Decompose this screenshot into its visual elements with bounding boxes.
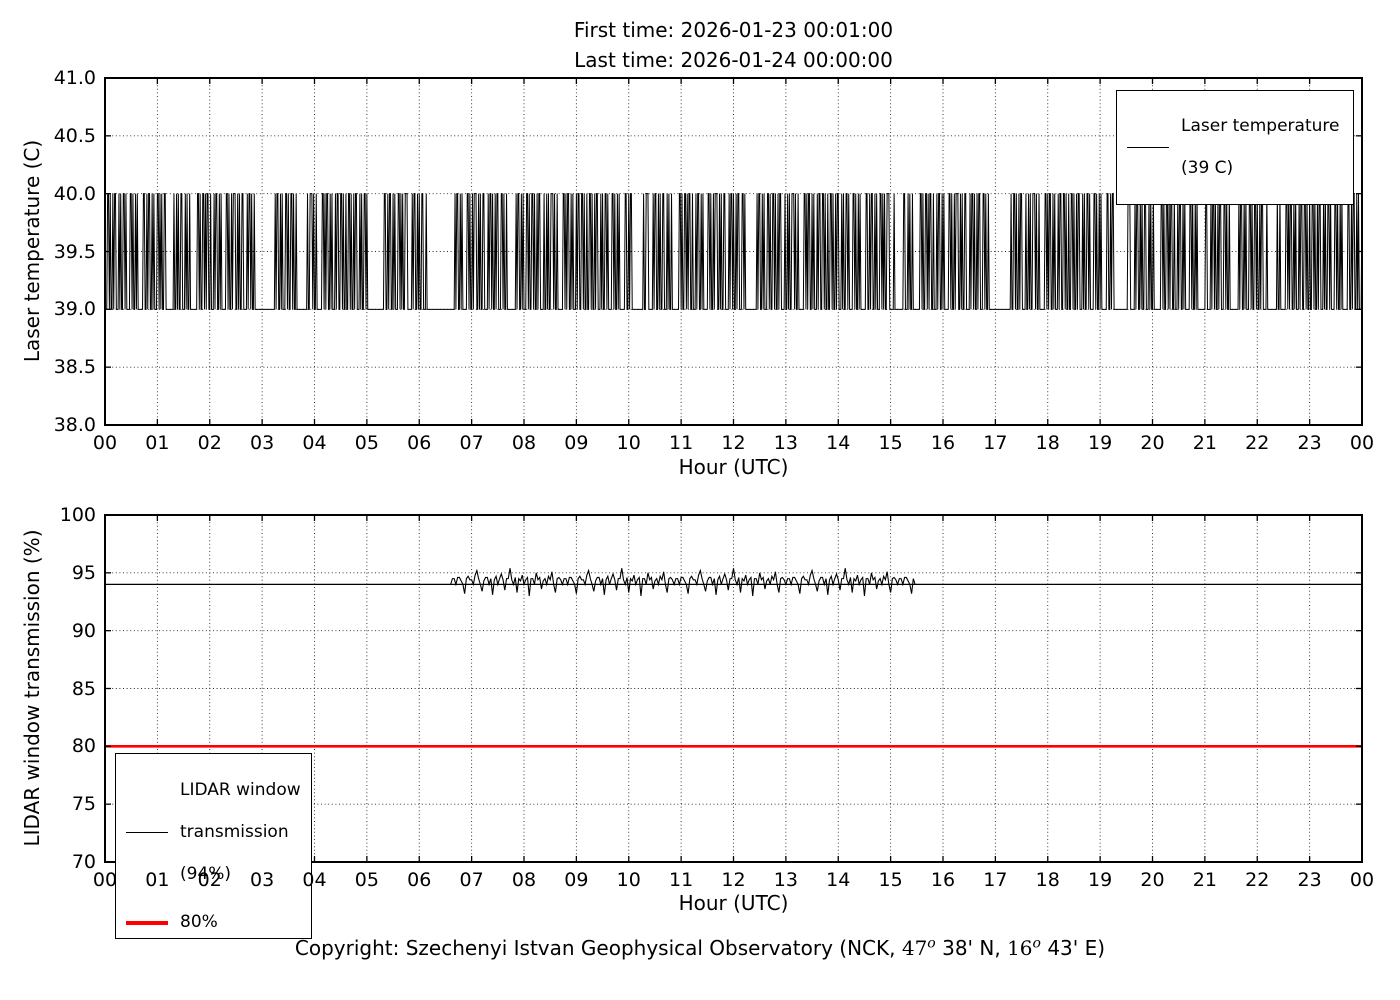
x-tick-label: 14	[826, 869, 851, 891]
figure-title-line2: Last time: 2026-01-24 00:00:00	[574, 48, 893, 72]
x-tick-label: 19	[1088, 432, 1113, 454]
x-tick-label: 01	[145, 869, 170, 891]
x-tick-label: 12	[721, 869, 746, 891]
x-tick-label: 05	[354, 432, 379, 454]
x-tick-label: 02	[197, 432, 222, 454]
x-tick-label: 00	[1349, 869, 1375, 891]
y-tick-label: 85	[71, 677, 96, 700]
x-tick-label: 15	[878, 432, 903, 454]
y-tick-label: 39.5	[53, 240, 96, 263]
y-tick-label: 80	[71, 735, 96, 758]
x-tick-label: 06	[407, 432, 432, 454]
top-x-axis-label: Hour (UTC)	[678, 455, 789, 479]
x-tick-label: 10	[616, 869, 641, 891]
x-tick-label: 11	[669, 432, 694, 454]
x-tick-label: 14	[826, 432, 851, 454]
legend-label: 80%	[180, 912, 218, 932]
copyright-prefix: Copyright: Szechenyi Istvan Geophysical …	[294, 936, 902, 960]
x-tick-label: 18	[1035, 432, 1060, 454]
x-tick-label: 01	[145, 432, 170, 454]
x-tick-label: 17	[983, 432, 1008, 454]
x-tick-label: 08	[511, 432, 537, 454]
x-tick-label: 16	[930, 869, 956, 891]
latitude-rest: 38' N,	[935, 936, 1008, 960]
legend-entry-lidar-transmission: LIDAR window transmission (94%)	[126, 759, 301, 906]
x-tick-label: 07	[459, 432, 484, 454]
figure-title-line1: First time: 2026-01-23 00:01:00	[573, 18, 894, 42]
x-tick-label: 12	[721, 432, 746, 454]
x-tick-label: 11	[669, 869, 694, 891]
y-tick-label: 95	[71, 561, 96, 584]
x-tick-label: 17	[983, 869, 1008, 891]
x-tick-label: 13	[773, 869, 798, 891]
x-tick-label: 00	[92, 869, 118, 891]
x-tick-label: 05	[354, 869, 379, 891]
x-tick-label: 22	[1245, 432, 1270, 454]
legend-line-sample-red	[126, 920, 168, 925]
y-tick-label: 70	[71, 851, 96, 873]
legend-label-line1: LIDAR window	[180, 780, 301, 800]
legend-label-line2: (39 C)	[1181, 158, 1234, 178]
x-tick-label: 16	[930, 432, 956, 454]
longitude-rest: 43' E)	[1040, 936, 1106, 960]
x-tick-label: 23	[1297, 432, 1322, 454]
x-tick-label: 09	[564, 869, 589, 891]
x-tick-label: 22	[1245, 869, 1270, 891]
x-tick-label: 02	[197, 869, 222, 891]
y-tick-label: 39.0	[53, 298, 96, 321]
y-tick-label: 100	[59, 504, 96, 526]
latitude-degrees: 47o	[902, 936, 936, 960]
bottom-legend: LIDAR window transmission (94%) 80%	[115, 753, 312, 939]
x-tick-label: 18	[1035, 869, 1060, 891]
x-tick-label: 20	[1140, 869, 1165, 891]
x-tick-label: 08	[511, 869, 537, 891]
y-tick-label: 38.0	[53, 414, 96, 436]
legend-label-line1: Laser temperature	[1181, 116, 1340, 136]
x-tick-label: 00	[1349, 432, 1375, 454]
x-tick-label: 23	[1297, 869, 1322, 891]
laser-temperature-series	[105, 193, 1363, 310]
x-tick-label: 03	[250, 432, 275, 454]
legend-label-line2: transmission	[180, 822, 289, 842]
longitude-degrees: 16o	[1007, 936, 1041, 960]
x-tick-label: 06	[407, 869, 432, 891]
x-tick-label: 07	[459, 869, 484, 891]
legend-label-line3: (94%)	[180, 864, 232, 884]
y-tick-label: 75	[71, 793, 96, 816]
legend-label: Laser temperature (39 C)	[1181, 95, 1339, 200]
legend-line-sample-black	[126, 832, 168, 833]
transmission-noise-series	[450, 568, 916, 597]
legend-label: LIDAR window transmission (94%)	[180, 759, 301, 906]
x-tick-label: 10	[616, 432, 641, 454]
top-legend: Laser temperature (39 C)	[1116, 90, 1354, 205]
degree-superscript: o	[927, 935, 936, 952]
x-tick-label: 20	[1140, 432, 1165, 454]
x-tick-label: 09	[564, 432, 589, 454]
latitude-value: 47	[901, 936, 928, 960]
bottom-x-axis-label: Hour (UTC)	[678, 891, 789, 915]
y-tick-label: 90	[71, 619, 96, 642]
x-tick-label: 19	[1088, 869, 1113, 891]
legend-entry-laser-temperature: Laser temperature (39 C)	[1127, 95, 1343, 200]
x-tick-label: 21	[1192, 869, 1217, 891]
x-tick-label: 15	[878, 869, 903, 891]
x-tick-label: 04	[302, 432, 327, 454]
y-tick-label: 40.0	[53, 182, 96, 205]
x-tick-label: 21	[1192, 432, 1217, 454]
longitude-value: 16	[1007, 936, 1033, 960]
y-tick-label: 40.5	[53, 124, 96, 147]
x-tick-label: 13	[773, 432, 798, 454]
x-tick-label: 03	[250, 869, 275, 891]
legend-entry-80pct-threshold: 80%	[126, 912, 301, 933]
y-tick-label: 41.0	[53, 67, 96, 89]
x-tick-label: 00	[92, 432, 118, 454]
copyright-line: Copyright: Szechenyi Istvan Geophysical …	[0, 936, 1400, 960]
legend-line-sample-black	[1127, 147, 1169, 148]
y-tick-label: 38.5	[53, 356, 96, 379]
x-tick-label: 04	[302, 869, 327, 891]
degree-superscript: o	[1032, 935, 1041, 952]
